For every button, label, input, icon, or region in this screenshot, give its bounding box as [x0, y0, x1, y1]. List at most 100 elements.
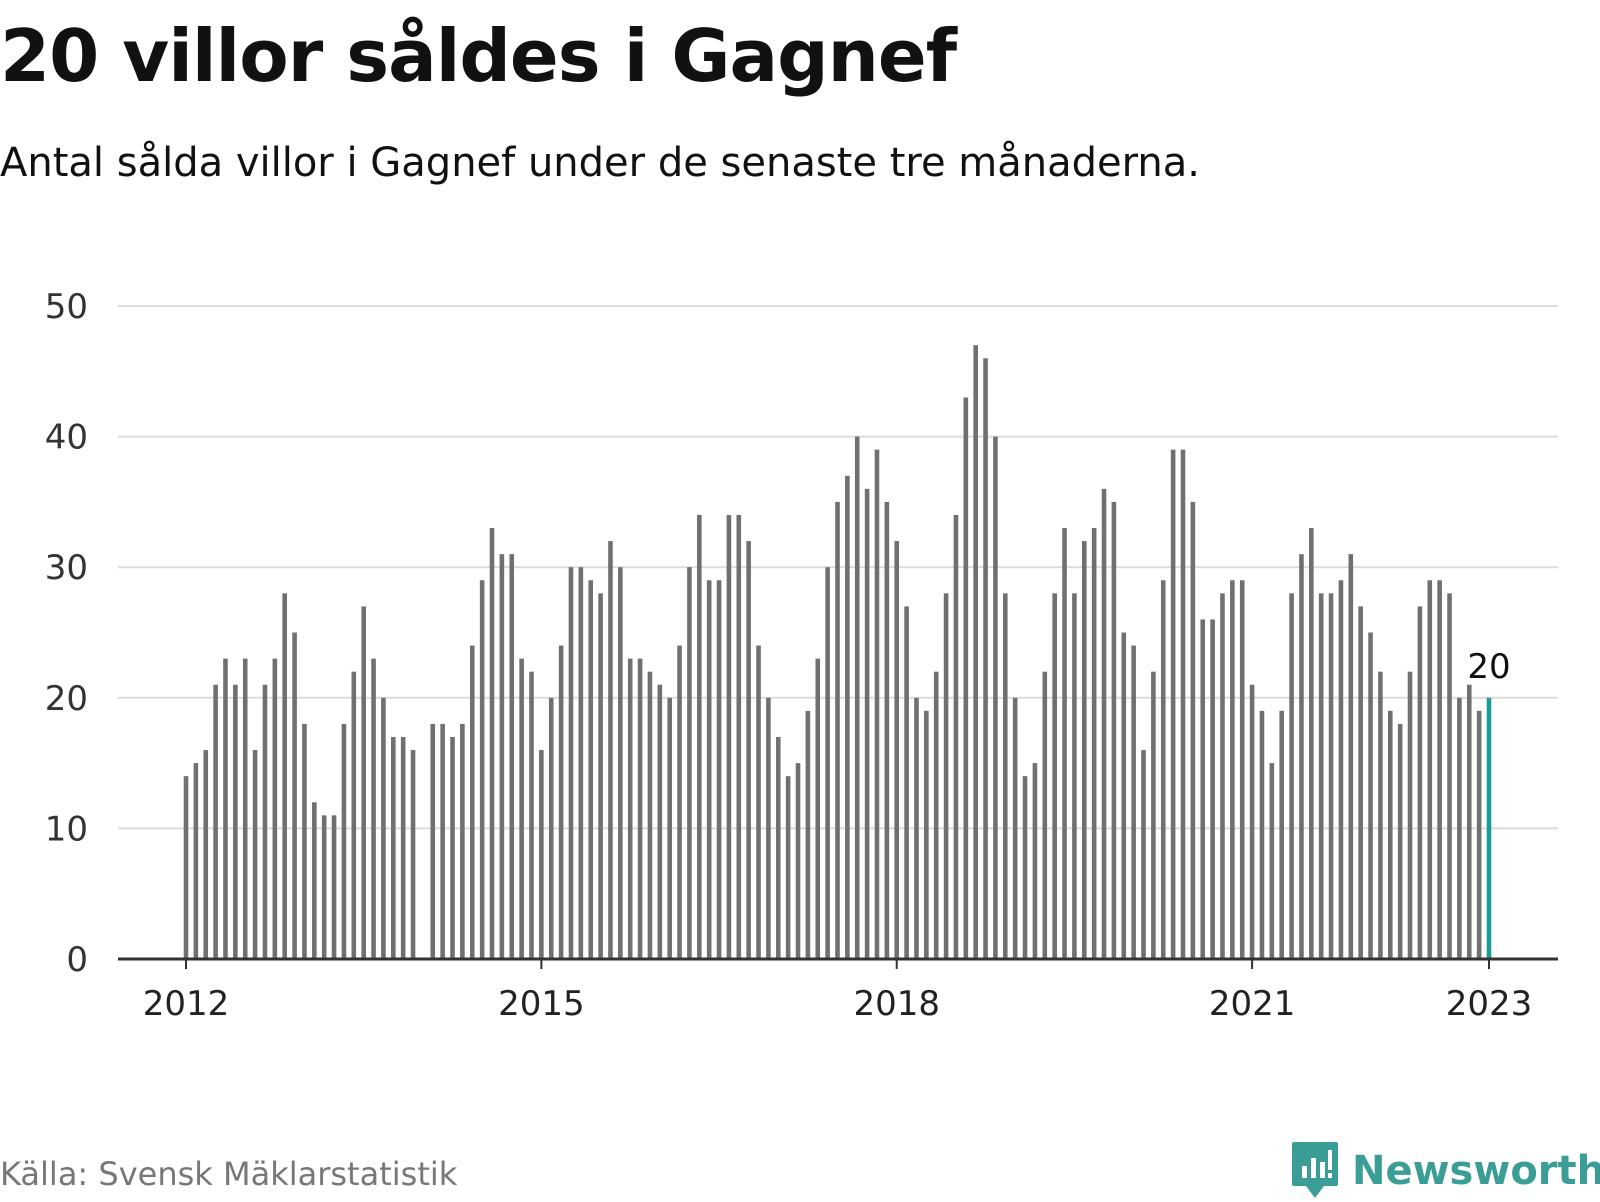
bar: [874, 449, 880, 959]
bar: [835, 501, 840, 959]
bar: [657, 684, 663, 959]
bar: [489, 528, 495, 959]
bar: [1072, 593, 1077, 959]
bar: [1309, 528, 1314, 959]
bar: [1318, 593, 1324, 959]
bar: [391, 736, 396, 959]
bar: [361, 606, 366, 959]
bar: [963, 397, 969, 959]
bar: [292, 632, 297, 959]
bar: [252, 750, 258, 959]
bar: [1121, 632, 1127, 959]
bar: [1397, 723, 1403, 959]
bar: [785, 776, 791, 959]
bar: [469, 645, 475, 959]
bar: [1032, 763, 1038, 959]
bar: [509, 554, 515, 959]
bar: [1417, 606, 1423, 959]
y-tick-label: 20: [45, 679, 88, 719]
bar: [1101, 488, 1107, 959]
bar: [1170, 449, 1176, 959]
bar: [687, 567, 692, 959]
bar: [1230, 580, 1235, 959]
x-tick-label: 2018: [853, 984, 940, 1024]
bar: [677, 645, 682, 959]
y-tick-label: 10: [45, 809, 88, 849]
x-tick-label: 2012: [143, 984, 230, 1024]
bar: [272, 658, 278, 959]
bar: [1279, 710, 1284, 959]
bar: [598, 593, 603, 959]
bar: [302, 723, 307, 959]
bar-chart-badge-icon: [1292, 1142, 1338, 1198]
bar: [1091, 528, 1097, 959]
bar: [1299, 554, 1304, 959]
bar: [756, 645, 761, 959]
bar: [1081, 541, 1087, 959]
bar: [1437, 580, 1442, 959]
bar: [460, 723, 465, 959]
bar: [914, 697, 919, 959]
bar: [943, 593, 949, 959]
bar: [608, 541, 613, 959]
bar: [953, 514, 959, 959]
bar: [1338, 580, 1344, 959]
bar: [736, 514, 742, 959]
bar: [706, 580, 712, 959]
bar: [1210, 619, 1215, 959]
bar: [627, 658, 633, 959]
y-tick-label: 40: [45, 418, 88, 458]
bar: [1180, 449, 1186, 959]
bar: [1249, 684, 1255, 959]
bar: [775, 736, 781, 959]
bar: [548, 697, 554, 959]
bar: [795, 763, 801, 959]
bar: [262, 684, 268, 959]
y-tick-label: 30: [45, 548, 88, 588]
bar: [1052, 593, 1057, 959]
bar: [637, 658, 643, 959]
newsworthy-logo[interactable]: Newsworthy: [1290, 1140, 1600, 1202]
bar: [1466, 684, 1472, 959]
bar: [400, 736, 406, 959]
bar: [1427, 580, 1433, 959]
bar: [746, 541, 751, 959]
chart-subtitle: Antal sålda villor i Gagnef under de sen…: [0, 140, 1200, 186]
bar: [519, 658, 524, 959]
bar: [213, 684, 218, 959]
bar: [1358, 606, 1363, 959]
last-value-label: 20: [1467, 647, 1510, 687]
bar: [529, 671, 534, 959]
bar: [351, 671, 357, 959]
bar: [1151, 671, 1156, 959]
bar: [884, 501, 890, 959]
bar: [933, 671, 939, 959]
bar: [1239, 580, 1245, 959]
bar: [1003, 593, 1008, 959]
brand-name: Newsworthy: [1352, 1148, 1600, 1194]
bar: [825, 567, 830, 959]
bar: [1111, 501, 1117, 959]
bar: [1259, 710, 1265, 959]
bar: [973, 345, 978, 959]
bar: [618, 567, 623, 959]
bar: [1378, 671, 1383, 959]
bar: [924, 710, 929, 959]
bar: [233, 684, 238, 959]
bar: [1160, 580, 1166, 959]
bar: [1141, 750, 1146, 959]
bar: [894, 541, 900, 959]
bar: [1407, 671, 1413, 959]
bar: [479, 580, 485, 959]
bar: [1022, 776, 1028, 959]
chart-title: 20 villor såldes i Gagnef: [0, 14, 957, 98]
bar: [282, 593, 288, 959]
bar: [242, 658, 248, 959]
bar: [223, 658, 228, 959]
bar-highlight: [1486, 697, 1492, 959]
bar: [1131, 645, 1136, 959]
bar: [331, 815, 337, 959]
bar: [697, 514, 702, 959]
y-tick-label: 0: [66, 940, 88, 980]
bar: [183, 776, 189, 959]
